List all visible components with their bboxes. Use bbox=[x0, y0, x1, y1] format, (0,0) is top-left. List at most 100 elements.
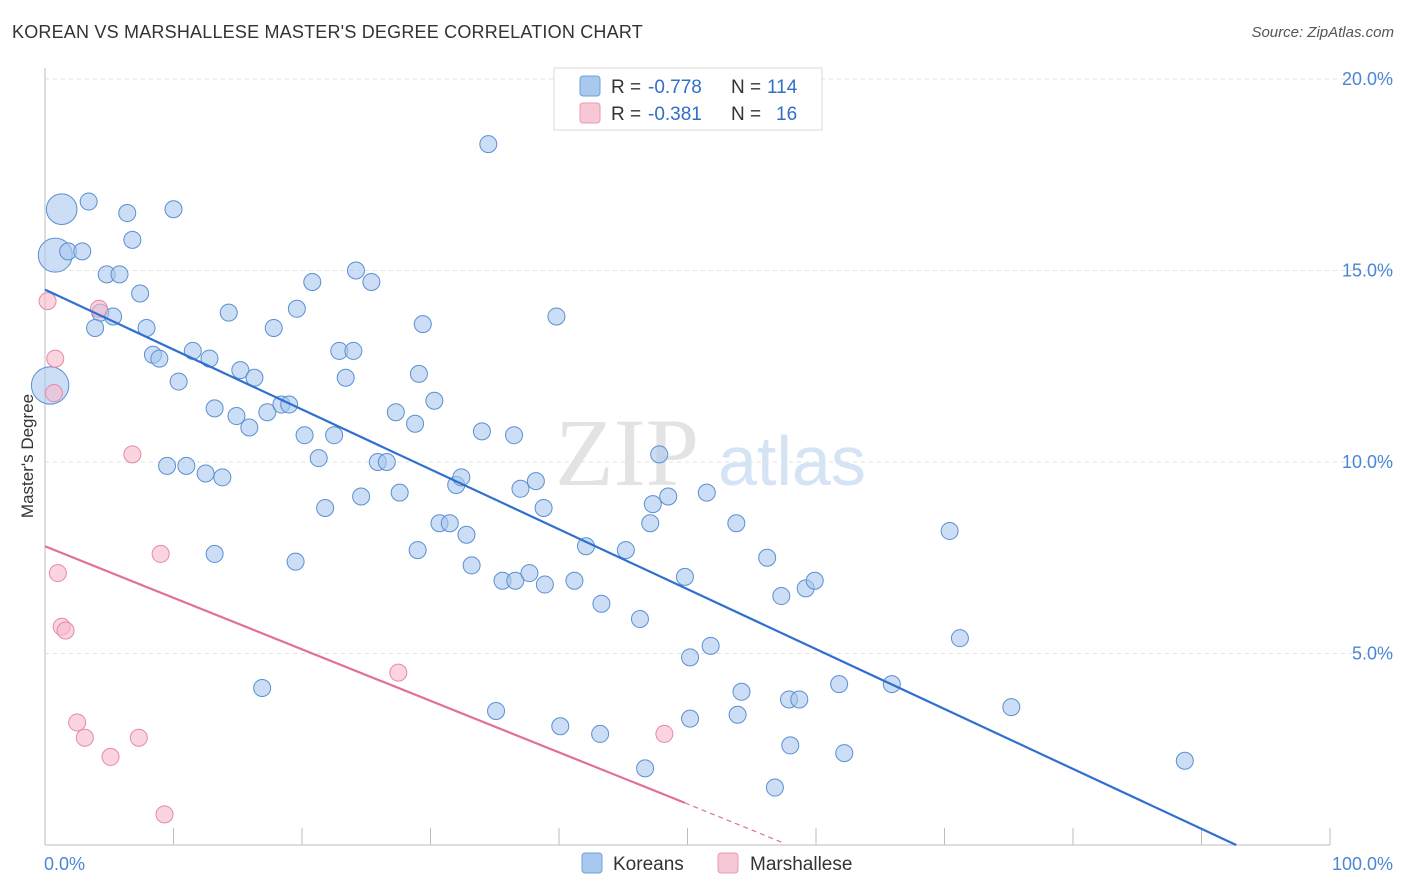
korean-point bbox=[765, 778, 784, 797]
korean-point bbox=[110, 265, 129, 284]
korean-point bbox=[511, 479, 530, 498]
korean-point bbox=[472, 422, 491, 441]
korean-point bbox=[352, 487, 371, 506]
korean-point bbox=[150, 349, 169, 368]
korean-point bbox=[479, 135, 498, 154]
korean-point bbox=[462, 556, 481, 575]
bottom-legend-label-marshallese: Marshallese bbox=[750, 854, 852, 875]
korean-point bbox=[425, 391, 444, 410]
korean-point bbox=[659, 487, 678, 506]
korean-point bbox=[177, 456, 196, 475]
korean-point bbox=[413, 315, 432, 334]
legend-r-value-marshallese: -0.381 bbox=[648, 104, 702, 125]
marshallese-point bbox=[155, 805, 174, 824]
marshallese-point bbox=[38, 292, 57, 311]
korean-point bbox=[336, 368, 355, 387]
korean-point bbox=[457, 525, 476, 544]
y-tick-label-15: 15.0% bbox=[1342, 261, 1393, 281]
korean-point bbox=[576, 537, 595, 556]
korean-point bbox=[231, 361, 250, 380]
korean-point bbox=[650, 445, 669, 464]
korean-point bbox=[309, 449, 328, 468]
korean-point bbox=[227, 407, 246, 426]
marshallese-point bbox=[123, 445, 142, 464]
korean-point bbox=[732, 682, 751, 701]
korean-point bbox=[377, 453, 396, 471]
bottom-legend-swatch-koreans bbox=[581, 852, 603, 874]
korean-point bbox=[440, 514, 459, 533]
korean-point bbox=[551, 717, 570, 736]
legend-swatch-koreans bbox=[579, 75, 601, 97]
legend-r-label-koreans: R = bbox=[611, 77, 641, 98]
legend-n-label-marshallese: N = bbox=[731, 104, 761, 125]
legend-r-value-koreans: -0.778 bbox=[648, 77, 702, 98]
legend-n-value-marshallese: 16 bbox=[776, 104, 797, 125]
marshallese-point bbox=[44, 384, 63, 403]
marshallese-point bbox=[68, 713, 87, 732]
korean-point bbox=[73, 242, 92, 261]
marshallese-trend-line bbox=[44, 545, 686, 804]
bottom-legend-label-koreans: Koreans bbox=[613, 854, 684, 875]
korean-point bbox=[1002, 698, 1021, 717]
korean-point bbox=[205, 399, 224, 418]
korean-point bbox=[386, 403, 405, 422]
watermark: ZIP atlas bbox=[555, 399, 866, 506]
watermark-atlas-text: atlas bbox=[718, 422, 866, 500]
korean-point bbox=[520, 564, 539, 583]
korean-point bbox=[118, 204, 137, 223]
korean-point bbox=[772, 587, 791, 606]
korean-point bbox=[390, 483, 409, 502]
korean-point bbox=[701, 636, 720, 655]
korean-point bbox=[697, 483, 716, 502]
marshallese-point bbox=[655, 724, 674, 743]
x-tick-labels: 0.0% 100.0% bbox=[44, 854, 1393, 874]
chart-title: KOREAN VS MARSHALLESE MASTER'S DEGREE CO… bbox=[12, 22, 643, 42]
korean-point bbox=[346, 261, 365, 280]
axes bbox=[44, 68, 1331, 846]
marshallese-point bbox=[75, 728, 94, 747]
marshallese-point bbox=[46, 349, 65, 368]
korean-point bbox=[196, 464, 215, 483]
korean-point bbox=[643, 495, 662, 514]
trend-lines bbox=[44, 288, 1237, 846]
y-axis-title: Master's Degree bbox=[18, 394, 37, 518]
korean-point bbox=[547, 307, 566, 326]
korean-point bbox=[565, 571, 584, 590]
korean-point bbox=[79, 192, 98, 211]
marshallese-points bbox=[38, 292, 674, 824]
series-legend: Koreans Marshallese bbox=[581, 852, 852, 875]
marshallese-point bbox=[129, 728, 148, 747]
koreans-trend-line bbox=[44, 288, 1237, 846]
korean-point bbox=[344, 341, 363, 360]
watermark-zip-text: ZIP bbox=[555, 399, 699, 506]
korean-point bbox=[164, 200, 183, 219]
korean-point bbox=[591, 724, 610, 743]
legend-swatch-marshallese bbox=[579, 102, 601, 124]
korean-point bbox=[636, 759, 655, 778]
korean-point bbox=[264, 318, 283, 337]
korean-point bbox=[123, 230, 142, 249]
korean-point bbox=[408, 541, 427, 560]
korean-point bbox=[805, 571, 824, 590]
korean-point bbox=[406, 414, 425, 433]
korean-point bbox=[213, 468, 232, 487]
korean-point bbox=[534, 498, 553, 517]
stats-legend: R = -0.778 N = 114 R = -0.381 N = 16 bbox=[553, 67, 823, 131]
y-tick-labels: 5.0% 10.0% 15.0% 20.0% bbox=[1342, 69, 1393, 664]
korean-point bbox=[1175, 751, 1194, 770]
korean-point bbox=[535, 575, 554, 594]
x-tick-label-max: 100.0% bbox=[1332, 854, 1393, 874]
marshallese-point bbox=[48, 564, 67, 583]
korean-point bbox=[258, 403, 277, 422]
korean-point bbox=[630, 610, 649, 629]
korean-point bbox=[505, 426, 524, 445]
korean-point bbox=[681, 709, 700, 728]
y-tick-label-5: 5.0% bbox=[1352, 644, 1393, 664]
marshallese-point bbox=[151, 544, 170, 563]
korean-point bbox=[303, 272, 322, 291]
y-tick-label-20: 20.0% bbox=[1342, 69, 1393, 89]
korean-point bbox=[835, 744, 854, 763]
marshallese-trend-extension bbox=[684, 802, 785, 844]
korean-point bbox=[286, 552, 305, 571]
korean-point bbox=[409, 364, 428, 383]
